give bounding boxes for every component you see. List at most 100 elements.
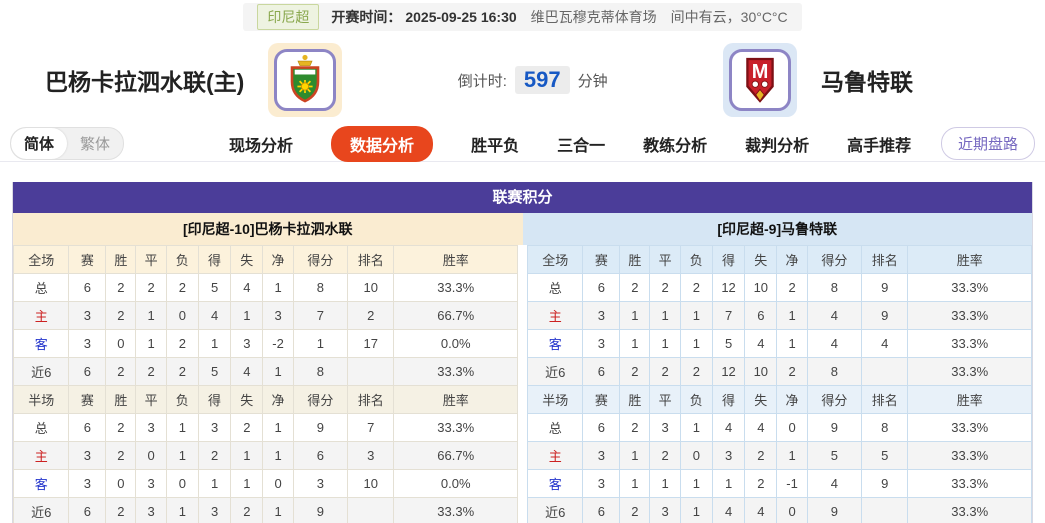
stat-cell: 12 [711, 357, 746, 386]
stat-cell: 3 [292, 469, 349, 498]
column-header: 胜 [105, 245, 137, 274]
stat-cell: 1 [262, 441, 294, 470]
column-header: 半场 [12, 385, 70, 414]
column-header: 全场 [526, 245, 584, 274]
row-label: 客 [526, 469, 584, 498]
stat-cell: 8 [806, 357, 863, 386]
column-header: 净 [776, 245, 808, 274]
stat-cell: 1 [262, 357, 294, 386]
stat-cell: 2 [105, 273, 137, 302]
stat-cell: 5 [197, 357, 232, 386]
stat-cell: 4 [230, 273, 264, 302]
column-header: 胜 [105, 385, 137, 414]
stat-cell: 0 [165, 469, 199, 498]
column-header: 失 [230, 245, 264, 274]
stat-cell: 17 [347, 329, 395, 358]
column-header: 得 [197, 245, 232, 274]
stat-cell: 2 [105, 301, 137, 330]
column-header: 平 [649, 245, 681, 274]
stat-cell: 1 [135, 301, 167, 330]
tab-three-in-one[interactable]: 三合一 [557, 127, 605, 161]
stat-cell: 1 [165, 413, 199, 442]
stat-cell: 10 [744, 357, 778, 386]
stat-cell: 4 [230, 357, 264, 386]
column-header: 得 [711, 385, 746, 414]
stat-cell: 1 [679, 329, 713, 358]
stat-cell: 6 [582, 357, 621, 386]
away-table-header: [印尼超-9]马鲁特联 [522, 213, 1032, 245]
home-stats-table: 全场赛胜平负得失净得分 排名 胜率总 6 2 2 2 5 4 1 8 10 33.3% 主 3 2 1 0 4 1 3 7… [12, 245, 518, 523]
recent-odds-button[interactable]: 近期盘路 [940, 127, 1035, 160]
stat-cell: 33.3% [907, 469, 1032, 498]
stat-cell [347, 357, 395, 386]
table-row: 客 3 0 3 0 1 1 0 3 10 0.0% [12, 469, 518, 498]
stat-cell: 2 [165, 357, 199, 386]
stat-cell: 1 [711, 469, 746, 498]
lang-traditional-button[interactable]: 繁体 [67, 128, 123, 159]
stat-cell: 0 [679, 441, 713, 470]
table-row: 总 6 2 2 2 5 4 1 8 10 33.3% [12, 273, 518, 302]
column-header: 赛 [582, 245, 621, 274]
column-header: 净 [262, 385, 294, 414]
countdown-unit: 分钟 [577, 72, 608, 90]
stat-cell: 3 [582, 329, 621, 358]
stat-cell: 6 [68, 357, 107, 386]
stat-cell: 2 [230, 413, 264, 442]
column-header: 负 [679, 245, 713, 274]
league-badge[interactable]: 印尼超 [257, 4, 320, 30]
column-header: 得分 [806, 245, 863, 274]
tab-expert-picks[interactable]: 高手推荐 [847, 127, 911, 161]
stat-cell: 4 [711, 497, 746, 523]
stat-cell: 4 [806, 329, 863, 358]
stat-cell: 5 [711, 329, 746, 358]
column-header: 得分 [806, 385, 863, 414]
table-row: 近6 6 2 3 1 3 2 1 9 33.3% [12, 497, 518, 523]
stat-cell: 8 [292, 357, 349, 386]
stat-cell: 1 [262, 413, 294, 442]
language-toggle: 简体 繁体 [10, 127, 125, 160]
stat-cell: 6 [68, 497, 107, 523]
column-header: 净 [776, 385, 808, 414]
stat-cell: 66.7% [393, 301, 518, 330]
stat-cell: 10 [347, 273, 395, 302]
stat-cell: 3 [197, 497, 232, 523]
column-header-row: 半场赛胜平负得失净得分 排名 胜率 [12, 385, 518, 414]
stat-cell: 3 [649, 497, 681, 523]
home-team: 巴杨卡拉泗水联(主) [45, 43, 343, 117]
tab-win-draw-loss[interactable]: 胜平负 [471, 127, 519, 161]
column-header: 失 [230, 385, 264, 414]
column-header: 胜率 [907, 245, 1032, 274]
stat-cell: 1 [165, 497, 199, 523]
stat-cell: 3 [582, 301, 621, 330]
stat-cell: 6 [68, 273, 107, 302]
stat-cell: 9 [861, 469, 909, 498]
tab-referee-analysis[interactable]: 裁判分析 [745, 127, 809, 161]
stat-cell: 33.3% [393, 357, 518, 386]
tab-live-analysis[interactable]: 现场分析 [229, 127, 293, 161]
table-row: 近6 6 2 2 2 5 4 1 8 33.3% [12, 357, 518, 386]
stat-cell: 1 [619, 441, 651, 470]
tab-coach-analysis[interactable]: 教练分析 [643, 127, 707, 161]
stat-cell: 1 [619, 329, 651, 358]
tab-data-analysis[interactable]: 数据分析 [331, 125, 434, 162]
stat-cell: 8 [806, 273, 863, 302]
stat-cell: 2 [649, 273, 681, 302]
row-label: 客 [12, 329, 70, 358]
stat-cell: 3 [582, 441, 621, 470]
table-row: 近6 6 2 3 1 4 4 0 9 33.3% [526, 497, 1032, 523]
stat-cell: 0.0% [393, 329, 518, 358]
away-team-logo: M [722, 43, 797, 117]
stat-cell: 3 [135, 413, 167, 442]
column-header: 平 [649, 385, 681, 414]
lang-simplified-button[interactable]: 简体 [11, 128, 68, 159]
column-header: 平 [135, 245, 167, 274]
stat-cell: 1 [262, 497, 294, 523]
row-label: 客 [12, 469, 70, 498]
table-row: 总 6 2 3 1 4 4 0 9 8 33.3% [526, 413, 1032, 442]
column-header: 全场 [12, 245, 70, 274]
home-team-name: 巴杨卡拉泗水联(主) [45, 69, 245, 95]
stat-cell: 3 [230, 329, 264, 358]
column-header: 排名 [347, 245, 395, 274]
column-header: 平 [135, 385, 167, 414]
column-header: 胜率 [393, 385, 518, 414]
